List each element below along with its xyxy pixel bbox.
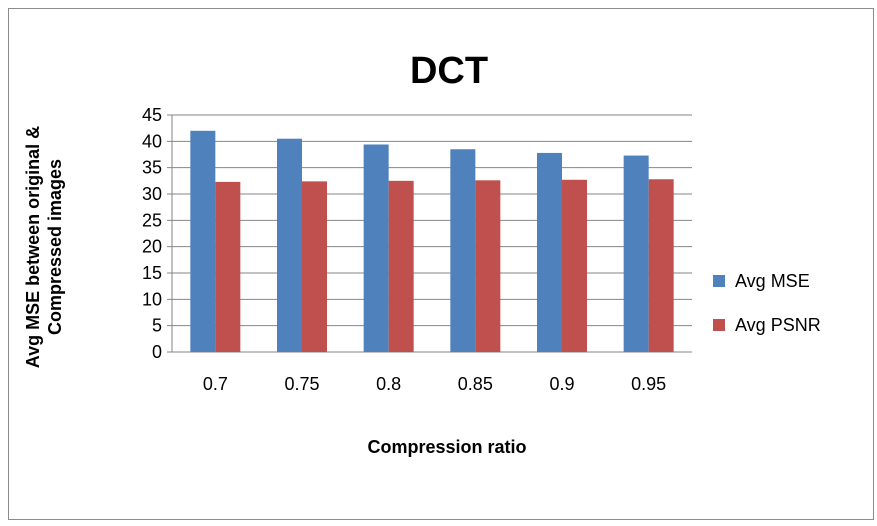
legend: Avg MSE Avg PSNR — [713, 271, 821, 335]
x-tick-label: 0.9 — [549, 374, 574, 394]
legend-label: Avg PSNR — [735, 315, 821, 335]
gridlines — [167, 114, 692, 353]
legend-swatch — [713, 275, 725, 287]
x-axis-label: Compression ratio — [367, 437, 526, 457]
x-tick-label: 0.75 — [284, 374, 319, 394]
x-tick-label: 0.7 — [203, 374, 228, 394]
bar-avg-psnr — [475, 180, 501, 352]
y-tick-label: 30 — [142, 184, 162, 204]
y-tick-label: 35 — [142, 158, 162, 178]
y-tick-label: 40 — [142, 131, 162, 151]
chart-title: DCT — [410, 50, 488, 92]
bar-avg-psnr — [562, 179, 587, 352]
y-tick-label: 10 — [142, 289, 162, 309]
chart-frame: DCT Avg MSE between original & Compresse… — [8, 8, 874, 520]
y-tick-label: 15 — [142, 263, 162, 283]
y-axis-label-line-2: Compressed images — [45, 159, 65, 335]
x-tick-label: 0.95 — [631, 374, 666, 394]
x-tick-labels: 0.7 0.75 0.8 0.85 0.9 0.95 — [203, 374, 666, 394]
bar-avg-mse — [363, 144, 389, 352]
bar-avg-mse — [277, 138, 302, 352]
x-tick-label: 0.8 — [376, 374, 401, 394]
bar-avg-mse — [450, 149, 476, 352]
y-tick-labels: 0 5 10 15 20 25 30 35 40 45 — [142, 105, 162, 362]
bar-avg-psnr — [388, 180, 414, 352]
y-tick-label: 20 — [142, 237, 162, 257]
x-tick-label: 0.85 — [458, 374, 493, 394]
y-tick-label: 0 — [152, 342, 162, 362]
bar-avg-mse — [537, 152, 562, 352]
y-tick-label: 5 — [152, 316, 162, 336]
y-tick-label: 25 — [142, 210, 162, 230]
bar-chart: DCT Avg MSE between original & Compresse… — [23, 50, 821, 457]
bar-avg-psnr — [302, 181, 327, 352]
y-tick-label: 45 — [142, 105, 162, 125]
bars — [190, 130, 674, 352]
bar-avg-psnr — [648, 179, 674, 352]
legend-swatch — [713, 319, 725, 331]
bar-avg-mse — [623, 155, 649, 352]
legend-label: Avg MSE — [735, 271, 810, 291]
bar-avg-mse — [190, 130, 216, 352]
y-axis-label-line-1: Avg MSE between original & — [23, 126, 43, 368]
bar-avg-psnr — [215, 181, 241, 352]
